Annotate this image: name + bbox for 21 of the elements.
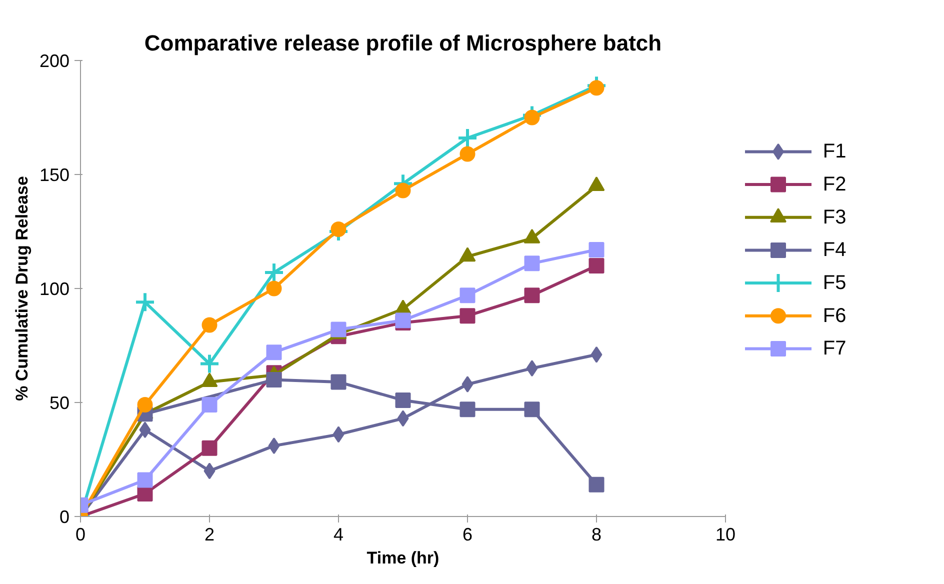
x-tick-label: 10 — [715, 524, 736, 544]
x-tick-label: 0 — [75, 524, 86, 544]
x-tick-label: 8 — [591, 524, 602, 544]
y-tick-label: 200 — [39, 51, 70, 71]
y-axis-title: % Cumulative Drug Release — [12, 176, 32, 401]
legend-label: F6 — [822, 304, 846, 327]
legend-label: F7 — [822, 338, 846, 360]
y-tick-label: 150 — [39, 165, 70, 185]
x-axis-title: Time (hr) — [366, 548, 440, 568]
y-tick-label: 50 — [49, 393, 70, 413]
x-tick-label: 2 — [204, 524, 215, 544]
legend-label: F2 — [822, 174, 846, 196]
y-tick-label: 0 — [59, 507, 70, 527]
chart-title: Comparative release profile of Microsphere batch — [144, 30, 662, 56]
legend-label: F3 — [822, 206, 846, 228]
legend-label: F1 — [822, 140, 846, 163]
legend-label: F4 — [822, 239, 846, 262]
x-tick-label: 6 — [462, 524, 473, 544]
x-tick-label: 4 — [333, 524, 344, 544]
y-tick-label: 100 — [39, 279, 70, 299]
legend-label: F5 — [822, 272, 846, 294]
